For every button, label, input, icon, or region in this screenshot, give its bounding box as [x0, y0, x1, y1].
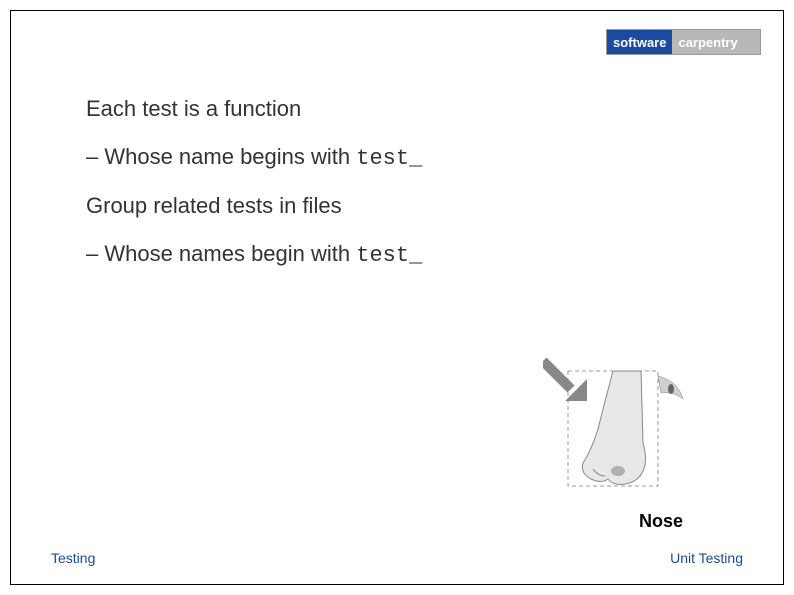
- bullet-2: – Whose name begins with test_: [86, 144, 743, 171]
- slide-content: Each test is a function – Whose name beg…: [86, 96, 743, 290]
- arrow-icon: [543, 361, 587, 401]
- bullet-3: Group related tests in files: [86, 193, 743, 219]
- bullet-4: – Whose names begin with test_: [86, 241, 743, 268]
- bullet-4-text: – Whose names begin with: [86, 241, 356, 266]
- nose-label: Nose: [639, 511, 683, 532]
- bullet-2-text: – Whose name begins with: [86, 144, 356, 169]
- footer-left: Testing: [51, 550, 95, 566]
- logo: software carpentry: [606, 29, 761, 55]
- eye-pupil: [668, 384, 674, 394]
- nose-svg: [543, 351, 693, 501]
- footer-right: Unit Testing: [670, 550, 743, 566]
- logo-right: carpentry: [672, 30, 760, 54]
- bullet-1: Each test is a function: [86, 96, 743, 122]
- nostril: [611, 466, 625, 476]
- bullet-4-code: test_: [356, 243, 422, 268]
- slide-frame: software carpentry Each test is a functi…: [10, 10, 784, 585]
- bullet-2-code: test_: [356, 146, 422, 171]
- logo-left: software: [607, 30, 672, 54]
- nose-diagram: [543, 351, 693, 501]
